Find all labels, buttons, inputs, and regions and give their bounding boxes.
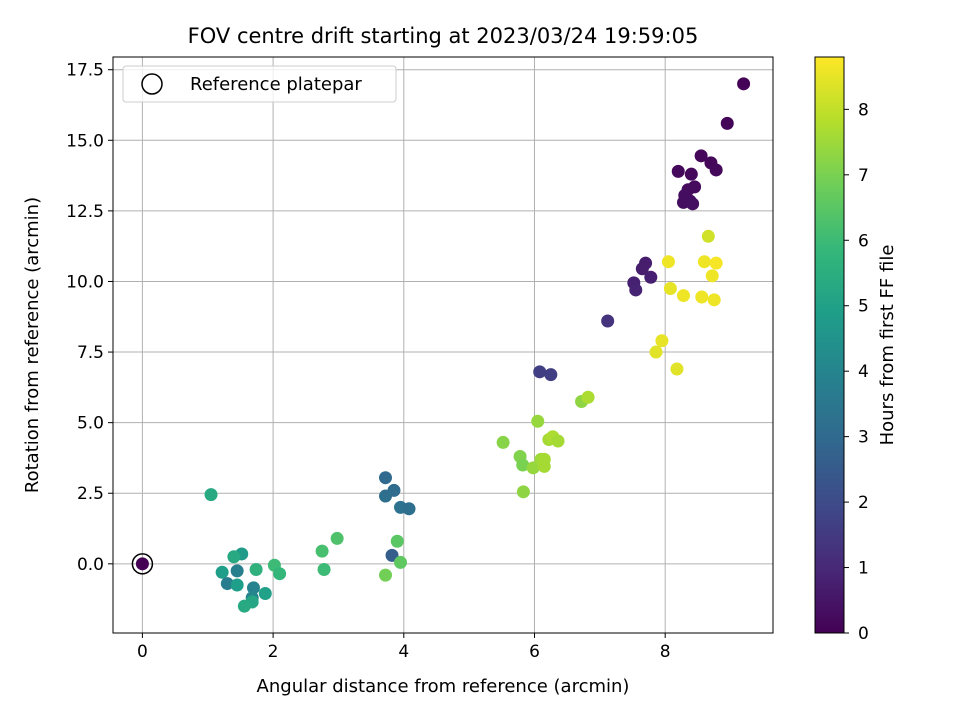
y-tick-label: 7.5 — [77, 343, 104, 363]
data-point — [663, 282, 677, 296]
legend-label: Reference platepar — [190, 74, 362, 95]
data-point — [378, 568, 392, 582]
data-point — [220, 577, 234, 591]
data-point — [544, 368, 558, 382]
data-point — [215, 565, 229, 579]
colorbar-tick-label: 5 — [858, 297, 869, 317]
colorbar-tick-label: 0 — [858, 624, 869, 644]
data-point — [695, 290, 709, 304]
data-point — [684, 167, 698, 181]
data-point — [707, 293, 721, 307]
data-point — [581, 390, 595, 404]
data-point — [258, 586, 272, 600]
y-tick-label: 12.5 — [66, 202, 104, 222]
data-point — [655, 334, 669, 348]
data-point — [661, 255, 675, 269]
data-point — [230, 578, 244, 592]
data-point — [709, 256, 723, 270]
data-point — [378, 489, 392, 503]
data-point — [496, 435, 510, 449]
colorbar-tick-label: 3 — [858, 428, 869, 448]
data-point — [531, 414, 545, 428]
colorbar-tick-label: 2 — [858, 493, 869, 513]
data-point — [629, 283, 643, 297]
y-tick-label: 2.5 — [77, 484, 104, 504]
data-point — [644, 270, 658, 284]
grid — [113, 57, 773, 633]
y-tick-label: 0.0 — [77, 555, 104, 575]
plot-area — [112, 56, 774, 634]
data-point — [601, 314, 615, 328]
x-axis-label: Angular distance from reference (arcmin) — [257, 676, 630, 697]
y-tick-label: 5.0 — [77, 414, 104, 434]
data-point — [204, 488, 218, 502]
colorbar-ticks: 0 1 2 3 4 5 6 7 8 — [844, 100, 869, 644]
data-point — [516, 485, 530, 499]
data-point — [249, 562, 263, 576]
legend-marker-icon — [141, 73, 163, 95]
data-point — [390, 534, 404, 548]
data-point — [273, 567, 287, 581]
legend: Reference platepar — [122, 65, 397, 103]
y-tick-label: 17.5 — [66, 61, 104, 81]
y-tick-label: 15.0 — [66, 131, 104, 151]
data-point — [551, 434, 565, 448]
data-point — [378, 471, 392, 485]
data-point — [737, 77, 751, 91]
data-point — [676, 289, 690, 303]
data-point — [230, 564, 244, 578]
axis-ticks: 0 2 4 6 8 0.0 2.5 5.0 7.5 10.0 12.5 15.0 17.5 — [66, 61, 670, 662]
data-point — [635, 262, 649, 276]
data-point — [394, 555, 408, 569]
data-point — [330, 531, 344, 545]
colorbar-gradient — [814, 56, 845, 634]
scatter-points — [131, 77, 751, 613]
data-point — [694, 149, 708, 163]
x-tick-label: 2 — [268, 642, 279, 662]
legend-box — [122, 65, 397, 103]
data-point — [537, 459, 551, 473]
data-point — [670, 362, 684, 376]
reference-point-marker — [131, 553, 154, 575]
data-point — [516, 458, 530, 472]
data-point — [237, 599, 251, 613]
colorbar-tick-label: 8 — [858, 100, 869, 120]
data-point — [533, 365, 547, 379]
data-point — [315, 544, 329, 558]
data-point — [709, 163, 723, 177]
x-tick-label: 6 — [529, 642, 540, 662]
data-point — [246, 581, 260, 595]
colorbar-tick-label: 1 — [858, 559, 869, 579]
data-point — [317, 562, 331, 576]
data-point — [701, 229, 715, 243]
data-point — [227, 550, 241, 564]
data-point — [697, 255, 711, 269]
data-point — [705, 269, 719, 283]
data-point — [649, 345, 663, 359]
colorbar-label: Hours from first FF file — [877, 245, 898, 446]
chart-title: FOV centre drift starting at 2023/03/24 … — [188, 24, 699, 48]
colorbar: 0 1 2 3 4 5 6 7 8 Hours from first FF file — [814, 56, 898, 644]
colorbar-tick-label: 6 — [858, 231, 869, 251]
colorbar-tick-label: 4 — [858, 362, 869, 382]
data-point — [402, 502, 416, 516]
x-tick-label: 0 — [137, 642, 148, 662]
x-tick-label: 4 — [398, 642, 409, 662]
data-point — [671, 164, 685, 178]
data-point — [720, 116, 734, 130]
data-point — [135, 557, 149, 571]
x-tick-label: 8 — [660, 642, 671, 662]
data-point — [526, 461, 540, 475]
y-tick-label: 10.0 — [66, 272, 104, 292]
data-point — [686, 197, 700, 211]
colorbar-tick-label: 7 — [858, 166, 869, 186]
y-axis-label: Rotation from reference (arcmin) — [22, 197, 43, 493]
